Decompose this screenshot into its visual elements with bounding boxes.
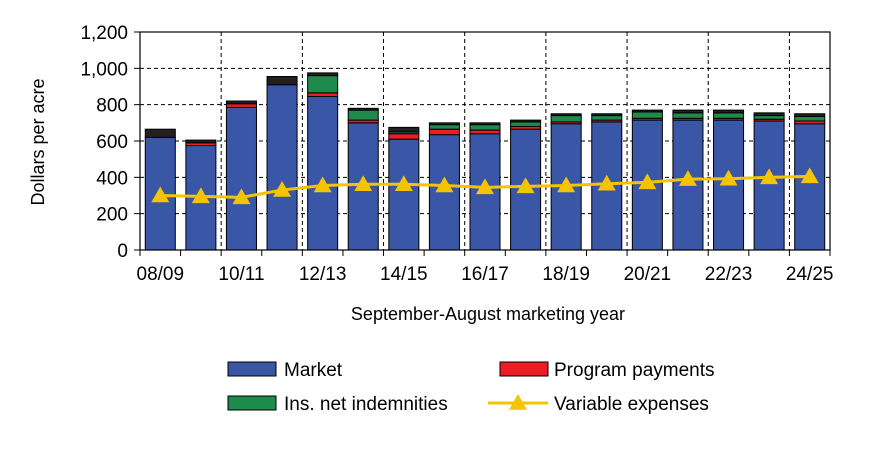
bar-segment-program-payments bbox=[469, 129, 501, 135]
variable-expenses-marker bbox=[191, 187, 210, 204]
bar-segment-ins-net-indemnities bbox=[510, 121, 542, 127]
variable-expenses-marker bbox=[516, 177, 535, 194]
legend-swatch-variable-expenses-marker bbox=[509, 394, 527, 410]
legend: Market Program payments Ins. net indemniti… bbox=[227, 360, 715, 415]
variable-expenses-marker bbox=[151, 186, 170, 203]
legend-swatch-program-payments bbox=[499, 361, 549, 377]
bar-segment-market bbox=[225, 106, 257, 251]
variable-expenses-marker bbox=[273, 181, 292, 197]
bar-segment-other bbox=[144, 128, 176, 138]
bar-segment-program-payments bbox=[428, 128, 460, 136]
bar-segment-market bbox=[307, 95, 339, 251]
x-axis-title: September-August marketing year bbox=[351, 304, 625, 324]
y-tick-label: 1,200 bbox=[80, 23, 128, 44]
bar-segment-other bbox=[794, 113, 826, 117]
variable-expenses-marker bbox=[313, 176, 332, 193]
x-tick-label: 24/25 bbox=[786, 264, 834, 285]
bar-segment-ins-net-indemnities bbox=[794, 115, 826, 122]
bar-segment-other bbox=[713, 109, 745, 114]
legend-swatch-market bbox=[227, 361, 277, 377]
legend-label: Variable expenses bbox=[554, 394, 709, 415]
bar-segment-ins-net-indemnities bbox=[672, 112, 704, 119]
bar-segment-ins-net-indemnities bbox=[631, 111, 663, 119]
variable-expenses-marker bbox=[719, 169, 738, 186]
bar-segment-other bbox=[347, 107, 379, 111]
bar-segment-program-payments bbox=[307, 92, 339, 97]
bar-segment-other bbox=[266, 76, 298, 86]
bar-segment-other bbox=[388, 126, 420, 133]
bar-segment-other bbox=[225, 100, 257, 105]
legend-label: Program payments bbox=[554, 360, 715, 381]
bar-segment-market bbox=[266, 84, 298, 251]
bar-segment-ins-net-indemnities bbox=[713, 112, 745, 119]
bar-segment-other bbox=[307, 72, 339, 77]
y-axis-ticks: 0 200 400 600 800 1,000 1,200 bbox=[80, 23, 140, 262]
variable-expenses-marker bbox=[597, 174, 616, 191]
x-tick-label: 20/21 bbox=[624, 264, 672, 285]
y-axis-title: Dollars per acre bbox=[28, 78, 48, 205]
y-tick-label: 400 bbox=[96, 168, 128, 189]
variable-expenses-marker bbox=[800, 167, 819, 184]
bar-segment-ins-net-indemnities bbox=[469, 124, 501, 131]
bar-segment-market bbox=[794, 123, 826, 251]
variable-expenses-marker bbox=[476, 178, 494, 195]
x-tick-label: 14/15 bbox=[380, 264, 428, 285]
y-tick-label: 0 bbox=[117, 241, 128, 262]
variable-expenses-marker bbox=[394, 175, 413, 191]
y-tick-label: 600 bbox=[96, 132, 128, 153]
bar-segment-other bbox=[631, 109, 663, 113]
x-tick-label: 22/23 bbox=[705, 264, 753, 285]
variable-expenses-line bbox=[151, 167, 819, 205]
y-tick-label: 1,000 bbox=[80, 59, 128, 80]
bar-segment-other bbox=[428, 122, 460, 126]
bar-segment-ins-net-indemnities bbox=[753, 115, 785, 120]
x-tick-label: 16/17 bbox=[461, 264, 509, 285]
bar-segment-ins-net-indemnities bbox=[428, 124, 460, 130]
x-axis-ticks: 08/09 10/11 12/13 14/15 16/17 18/19 20/21 22/23… bbox=[137, 250, 834, 285]
bar-segment-other bbox=[753, 112, 785, 117]
x-tick-label: 12/13 bbox=[299, 264, 347, 285]
variable-expenses-marker bbox=[638, 173, 657, 190]
bar-segment-ins-net-indemnities bbox=[550, 115, 582, 123]
legend-label: Ins. net indemnities bbox=[284, 394, 448, 415]
bar-segment-program-payments bbox=[225, 103, 257, 108]
bar-segment-other bbox=[469, 122, 501, 126]
y-tick-label: 200 bbox=[96, 205, 128, 226]
legend-label: Market bbox=[284, 360, 343, 381]
variable-expenses-marker bbox=[354, 175, 373, 191]
bar-segment-ins-net-indemnities bbox=[347, 109, 379, 121]
bar-segment-market bbox=[753, 120, 785, 251]
bar-segment-other bbox=[510, 119, 542, 123]
variable-expenses-marker bbox=[760, 168, 779, 185]
bar-segment-other bbox=[550, 113, 582, 117]
variable-expenses-marker bbox=[678, 170, 697, 186]
bar-segment-other bbox=[672, 109, 704, 114]
bar-segment-ins-net-indemnities bbox=[591, 115, 623, 121]
variable-expenses-marker bbox=[435, 176, 454, 193]
bar-segment-ins-net-indemnities bbox=[307, 75, 339, 94]
x-tick-label: 10/11 bbox=[218, 264, 264, 285]
legend-swatch-ins-net-indemnities bbox=[227, 395, 277, 411]
bar-segment-other bbox=[591, 113, 623, 117]
x-tick-label: 08/09 bbox=[137, 264, 185, 285]
bar-segment-market bbox=[388, 138, 420, 251]
y-tick-label: 800 bbox=[96, 96, 128, 117]
bar-segment-program-payments bbox=[388, 133, 420, 140]
x-tick-label: 18/19 bbox=[542, 264, 590, 285]
bar-segment-other bbox=[185, 139, 217, 144]
variable-expenses-marker bbox=[232, 188, 251, 205]
bar-segment-market bbox=[428, 134, 460, 251]
variable-expenses-marker bbox=[557, 176, 576, 193]
